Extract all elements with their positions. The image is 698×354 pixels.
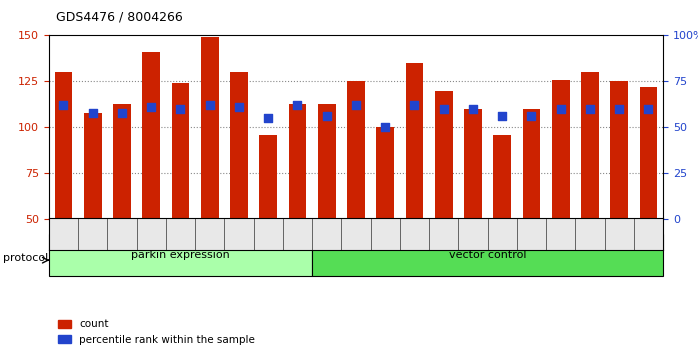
Point	[555, 106, 566, 112]
Point	[409, 103, 420, 108]
Point	[58, 103, 69, 108]
Point	[321, 114, 332, 119]
Point	[584, 106, 595, 112]
Bar	[581, 72, 599, 219]
Point	[380, 125, 391, 130]
Point	[350, 103, 362, 108]
Bar	[406, 63, 423, 219]
Bar	[312, 234, 663, 276]
Bar	[318, 103, 336, 219]
Point	[262, 115, 274, 121]
Bar	[552, 80, 570, 219]
Bar	[523, 109, 540, 219]
Bar	[84, 113, 101, 219]
Point	[468, 106, 479, 112]
Point	[497, 114, 508, 119]
Text: GDS4476 / 8004266: GDS4476 / 8004266	[56, 11, 183, 24]
Bar	[464, 109, 482, 219]
Point	[146, 104, 157, 110]
Text: parkin expression: parkin expression	[131, 250, 230, 260]
Point	[204, 103, 215, 108]
Bar	[376, 127, 394, 219]
Point	[643, 106, 654, 112]
Bar	[260, 135, 277, 219]
Text: protocol: protocol	[3, 253, 49, 263]
Bar	[230, 72, 248, 219]
Legend: count, percentile rank within the sample: count, percentile rank within the sample	[54, 315, 259, 349]
Bar	[54, 72, 73, 219]
Bar	[435, 91, 452, 219]
Point	[233, 104, 244, 110]
Bar	[172, 83, 189, 219]
Point	[87, 110, 98, 115]
Text: vector control: vector control	[449, 250, 526, 260]
Bar	[49, 234, 312, 276]
Bar	[347, 81, 365, 219]
Point	[117, 110, 128, 115]
Bar	[639, 87, 658, 219]
Point	[175, 106, 186, 112]
Bar	[201, 37, 218, 219]
Bar	[142, 52, 160, 219]
Bar	[493, 135, 511, 219]
Point	[438, 106, 450, 112]
Bar	[611, 81, 628, 219]
Point	[526, 114, 537, 119]
Bar	[289, 103, 306, 219]
Point	[292, 103, 303, 108]
Point	[614, 106, 625, 112]
Bar	[113, 103, 131, 219]
